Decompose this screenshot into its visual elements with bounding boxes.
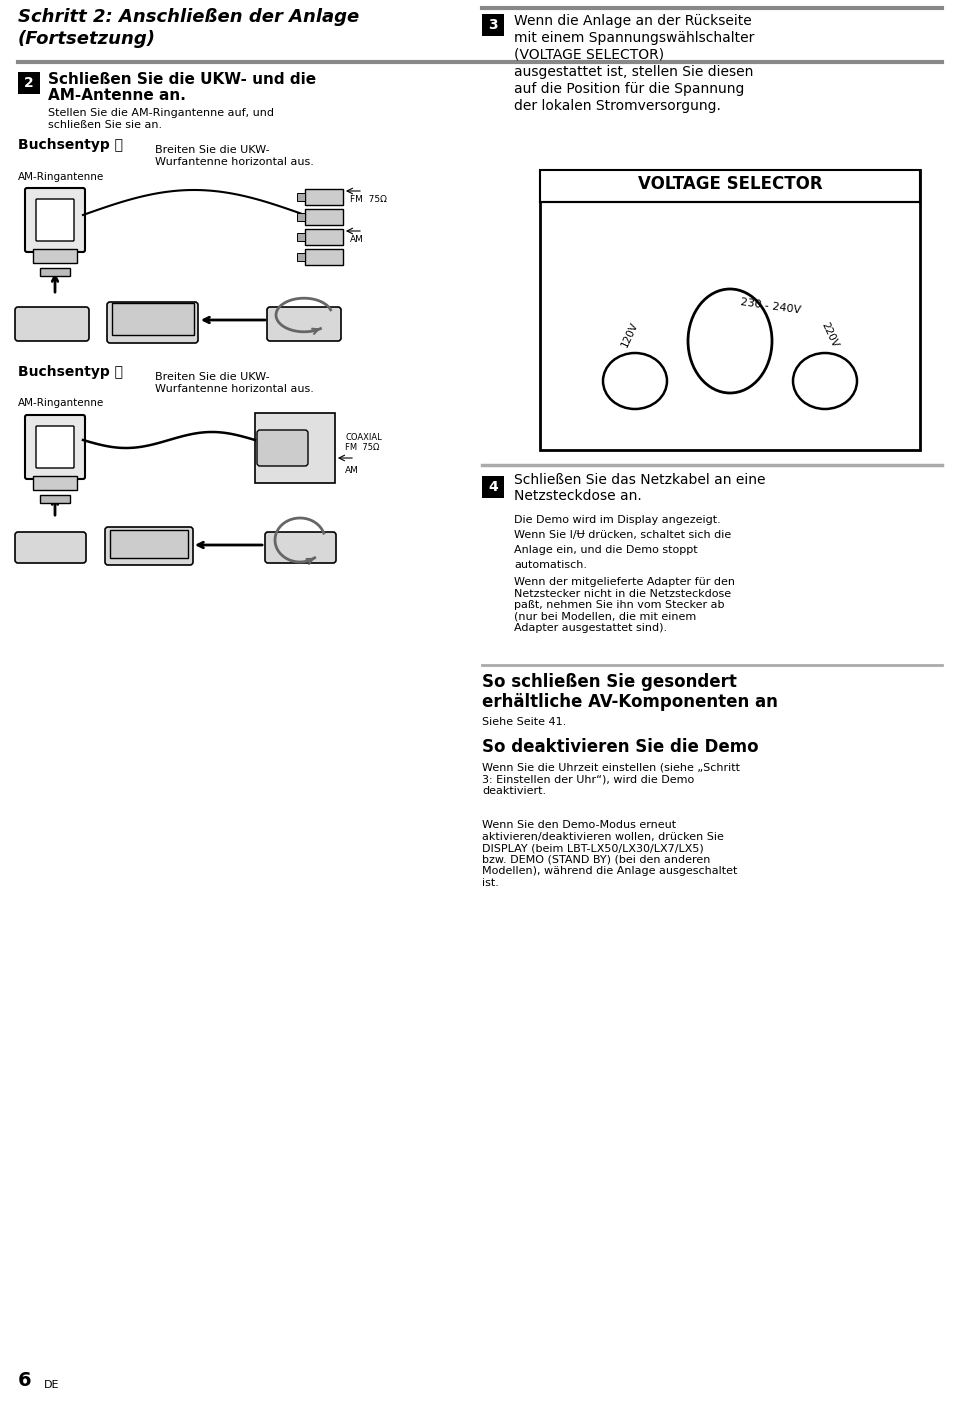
Text: FM  75Ω: FM 75Ω — [350, 195, 387, 204]
FancyBboxPatch shape — [105, 527, 193, 565]
Text: COAXIAL
FM  75Ω: COAXIAL FM 75Ω — [345, 433, 382, 453]
Text: Wenn der mitgelieferte Adapter für den
Netzstecker nicht in die Netzsteckdose
pa: Wenn der mitgelieferte Adapter für den N… — [514, 577, 735, 633]
Text: Buchsentyp Ⓑ: Buchsentyp Ⓑ — [18, 365, 123, 379]
FancyBboxPatch shape — [15, 307, 89, 341]
Text: So deaktivieren Sie die Demo: So deaktivieren Sie die Demo — [482, 737, 758, 756]
Text: 230 - 240V: 230 - 240V — [740, 296, 802, 316]
FancyBboxPatch shape — [540, 171, 920, 450]
Text: So schließen Sie gesondert: So schließen Sie gesondert — [482, 673, 737, 691]
Text: Die Demo wird im Display angezeigt.: Die Demo wird im Display angezeigt. — [514, 515, 721, 525]
Ellipse shape — [688, 289, 772, 393]
Text: erhältliche AV-Komponenten an: erhältliche AV-Komponenten an — [482, 692, 778, 711]
Text: AM-Ringantenne: AM-Ringantenne — [18, 172, 105, 182]
Text: Wenn Sie I/Ʉ drücken, schaltet sich die: Wenn Sie I/Ʉ drücken, schaltet sich die — [514, 530, 732, 540]
Text: 2: 2 — [24, 76, 34, 90]
Bar — [18, 72, 40, 94]
Text: Schließen Sie die UKW- und die: Schließen Sie die UKW- und die — [48, 72, 316, 87]
Text: der lokalen Stromversorgung.: der lokalen Stromversorgung. — [514, 99, 721, 113]
FancyBboxPatch shape — [107, 302, 198, 343]
Text: DE: DE — [44, 1380, 60, 1390]
Text: 4: 4 — [488, 479, 498, 493]
FancyBboxPatch shape — [305, 250, 343, 265]
FancyBboxPatch shape — [305, 189, 343, 204]
FancyBboxPatch shape — [297, 213, 305, 221]
FancyBboxPatch shape — [33, 477, 77, 491]
Text: Breiten Sie die UKW-
Wurfantenne horizontal aus.: Breiten Sie die UKW- Wurfantenne horizon… — [155, 145, 314, 166]
Text: ausgestattet ist, stellen Sie diesen: ausgestattet ist, stellen Sie diesen — [514, 65, 754, 79]
Text: mit einem Spannungswählschalter: mit einem Spannungswählschalter — [514, 31, 755, 45]
FancyBboxPatch shape — [305, 228, 343, 245]
Text: Breiten Sie die UKW-
Wurfantenne horizontal aus.: Breiten Sie die UKW- Wurfantenne horizon… — [155, 372, 314, 393]
FancyBboxPatch shape — [297, 252, 305, 261]
Text: Buchsentyp Ⓐ: Buchsentyp Ⓐ — [18, 138, 123, 152]
Text: 3: 3 — [489, 18, 498, 32]
Text: VOLTAGE SELECTOR: VOLTAGE SELECTOR — [637, 175, 823, 193]
Ellipse shape — [603, 352, 667, 409]
Ellipse shape — [793, 352, 857, 409]
Text: Schließen Sie das Netzkabel an eine
Netzsteckdose an.: Schließen Sie das Netzkabel an eine Netz… — [514, 472, 765, 503]
FancyBboxPatch shape — [40, 268, 70, 276]
Text: auf die Position für die Spannung: auf die Position für die Spannung — [514, 82, 744, 96]
FancyBboxPatch shape — [36, 426, 74, 468]
Text: Schritt 2: Anschließen der Anlage: Schritt 2: Anschließen der Anlage — [18, 8, 359, 25]
Bar — [482, 14, 504, 37]
FancyBboxPatch shape — [255, 413, 335, 484]
Text: Stellen Sie die AM-Ringantenne auf, und
schließen Sie sie an.: Stellen Sie die AM-Ringantenne auf, und … — [48, 109, 274, 130]
FancyBboxPatch shape — [297, 233, 305, 241]
Text: AM-Antenne an.: AM-Antenne an. — [48, 87, 186, 103]
Text: (VOLTAGE SELECTOR): (VOLTAGE SELECTOR) — [514, 48, 664, 62]
Bar — [540, 171, 920, 202]
FancyBboxPatch shape — [15, 532, 86, 563]
Text: (Fortsetzung): (Fortsetzung) — [18, 30, 156, 48]
Text: Anlage ein, und die Demo stoppt: Anlage ein, und die Demo stoppt — [514, 546, 698, 556]
FancyBboxPatch shape — [112, 303, 194, 336]
Text: Wenn Sie die Uhrzeit einstellen (siehe „Schritt
3: Einstellen der Uhr“), wird di: Wenn Sie die Uhrzeit einstellen (siehe „… — [482, 763, 740, 797]
FancyBboxPatch shape — [40, 495, 70, 503]
Text: Wenn Sie den Demo-Modus erneut
aktivieren/deaktivieren wollen, drücken Sie
DISPL: Wenn Sie den Demo-Modus erneut aktiviere… — [482, 821, 737, 888]
FancyBboxPatch shape — [257, 430, 308, 465]
FancyBboxPatch shape — [305, 209, 343, 226]
Text: AM: AM — [350, 235, 364, 244]
FancyBboxPatch shape — [25, 415, 85, 479]
Text: 120V: 120V — [620, 320, 640, 350]
Bar — [482, 477, 504, 498]
FancyBboxPatch shape — [36, 199, 74, 241]
FancyBboxPatch shape — [267, 307, 341, 341]
Text: AM: AM — [345, 465, 359, 475]
Text: 6: 6 — [18, 1371, 32, 1390]
Text: Wenn die Anlage an der Rückseite: Wenn die Anlage an der Rückseite — [514, 14, 752, 28]
Text: 220V: 220V — [820, 320, 840, 350]
FancyBboxPatch shape — [265, 532, 336, 563]
Text: Siehe Seite 41.: Siehe Seite 41. — [482, 718, 566, 728]
Text: automatisch.: automatisch. — [514, 560, 587, 570]
FancyBboxPatch shape — [33, 250, 77, 264]
FancyBboxPatch shape — [297, 193, 305, 202]
FancyBboxPatch shape — [25, 188, 85, 252]
Text: AM-Ringantenne: AM-Ringantenne — [18, 398, 105, 407]
FancyBboxPatch shape — [110, 530, 188, 558]
